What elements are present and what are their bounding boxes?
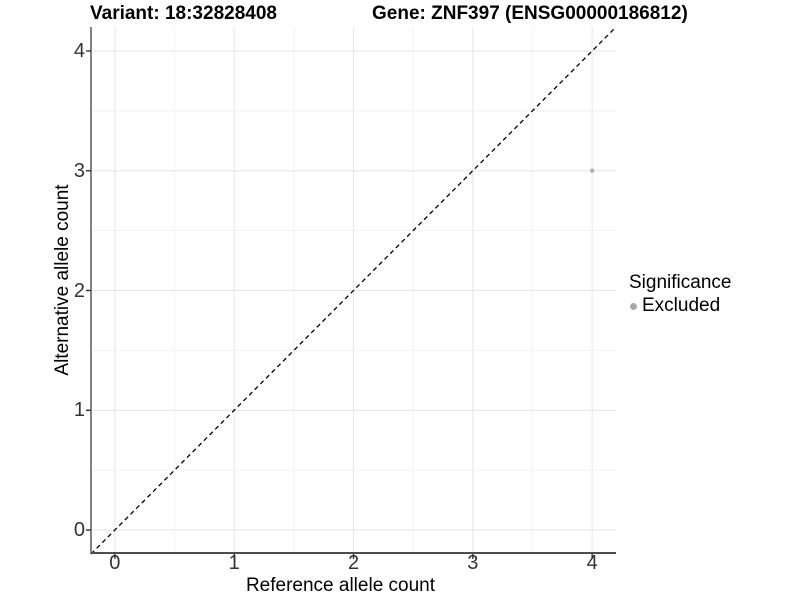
x-tick-label: 4	[586, 552, 598, 574]
legend: Significance Excluded	[629, 272, 731, 317]
identity-reference-line	[90, 27, 616, 555]
legend-item-excluded: Excluded	[629, 295, 731, 317]
legend-title: Significance	[629, 272, 732, 293]
data-point-excluded	[589, 168, 595, 173]
y-tick-label: 4	[73, 39, 85, 62]
legend-item-label: Excluded	[642, 295, 721, 316]
y-tick-label: 3	[73, 159, 85, 182]
x-tick-label: 3	[467, 552, 479, 574]
x-tick-label: 0	[109, 552, 121, 574]
x-tick-label: 1	[228, 552, 240, 574]
gene-title: Gene: ZNF397 (ENSG00000186812)	[372, 3, 688, 24]
variant-title: Variant: 18:32828408	[90, 3, 277, 24]
y-tick-label: 1	[73, 399, 85, 422]
legend-point-icon	[630, 302, 637, 310]
y-tick-label: 2	[73, 279, 85, 302]
x-tick-label: 2	[347, 552, 360, 574]
y-axis-title: Alternative allele count	[52, 184, 73, 376]
panel-canvas	[86, 27, 616, 559]
y-tick-label: 0	[73, 519, 85, 542]
x-axis-title: Reference allele count	[245, 575, 436, 596]
